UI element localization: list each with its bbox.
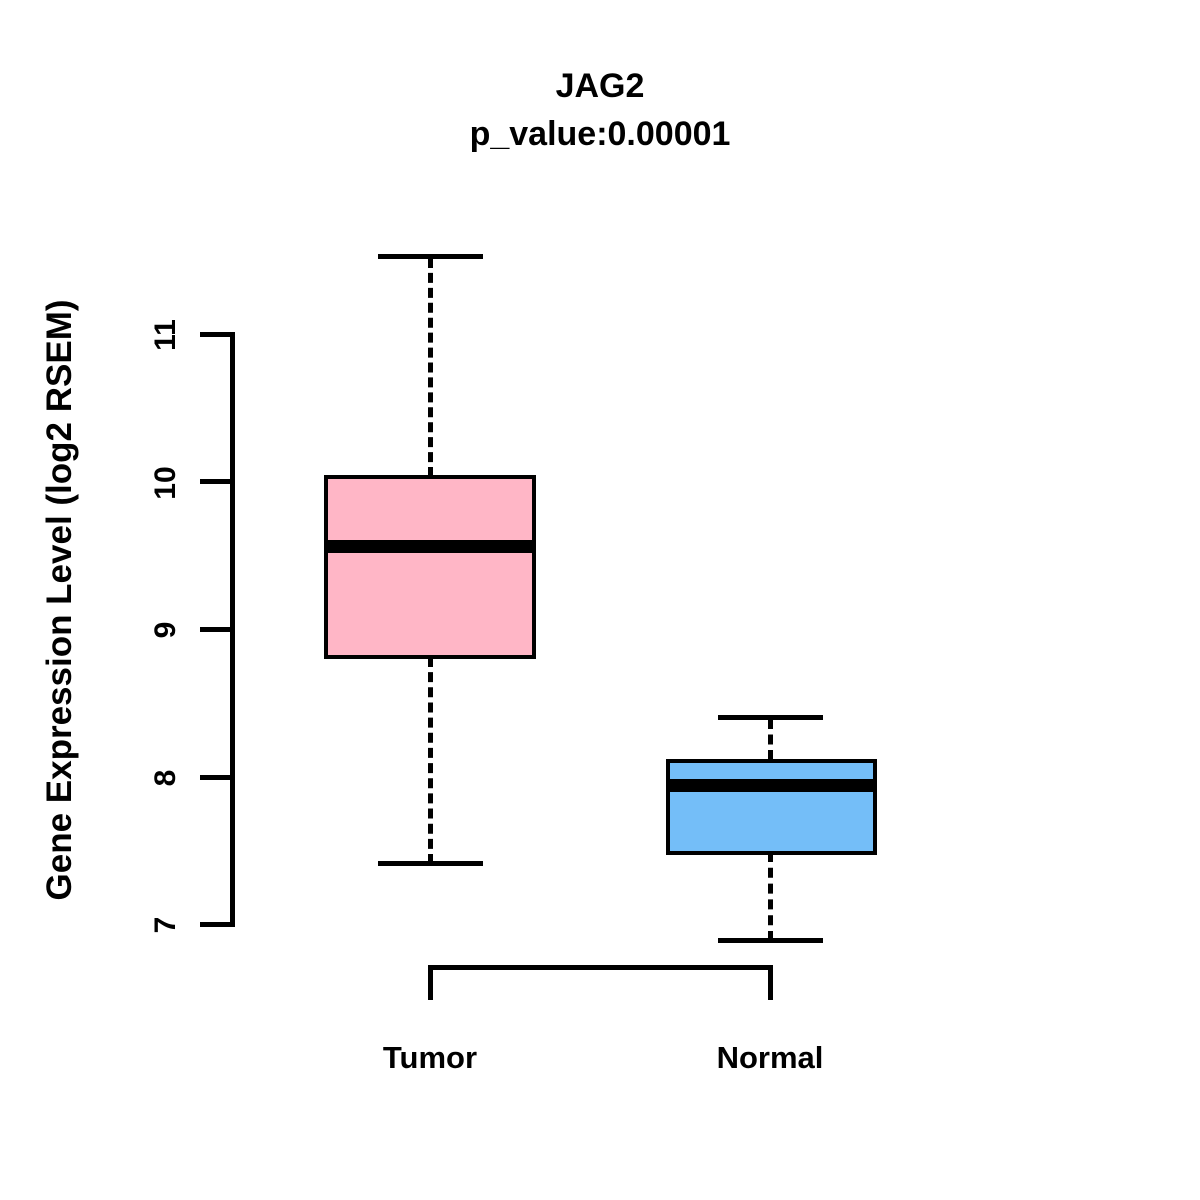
normal-box xyxy=(666,759,877,855)
x-tick-label-tumor: Tumor xyxy=(382,1040,478,1075)
tumor-upper-whisker-stem xyxy=(428,258,433,477)
y-tick-label-10: 10 xyxy=(149,466,182,500)
x-axis-tick-tumor xyxy=(428,965,433,1000)
chart-title: JAG2 xyxy=(555,67,645,105)
y-tick-10 xyxy=(200,479,235,484)
y-tick-label-7: 7 xyxy=(149,916,182,934)
x-axis-line xyxy=(428,965,773,970)
tumor-upper-whisker-cap xyxy=(378,254,483,259)
normal-lower-whisker-stem xyxy=(768,852,773,941)
normal-lower-whisker-cap xyxy=(718,938,823,943)
x-tick-label-normal: Normal xyxy=(716,1040,824,1075)
title-block: JAG2 p_value:0.00001 xyxy=(0,62,1200,158)
tumor-lower-whisker-cap xyxy=(378,861,483,866)
y-tick-label-11: 11 xyxy=(149,319,182,351)
x-axis-tick-normal xyxy=(768,965,773,1000)
y-tick-7 xyxy=(200,922,235,927)
y-tick-11 xyxy=(200,332,235,337)
y-tick-9 xyxy=(200,627,235,632)
tumor-median-line xyxy=(324,540,536,553)
y-tick-label-9: 9 xyxy=(149,621,182,639)
chart-subtitle-pvalue: p_value:0.00001 xyxy=(469,115,731,153)
y-tick-label-8: 8 xyxy=(149,769,182,787)
y-tick-8 xyxy=(200,775,235,780)
normal-median-line xyxy=(666,779,877,792)
tumor-lower-whisker-stem xyxy=(428,657,433,864)
tumor-box xyxy=(324,475,536,659)
normal-upper-whisker-stem xyxy=(768,719,773,760)
normal-upper-whisker-cap xyxy=(718,715,823,720)
